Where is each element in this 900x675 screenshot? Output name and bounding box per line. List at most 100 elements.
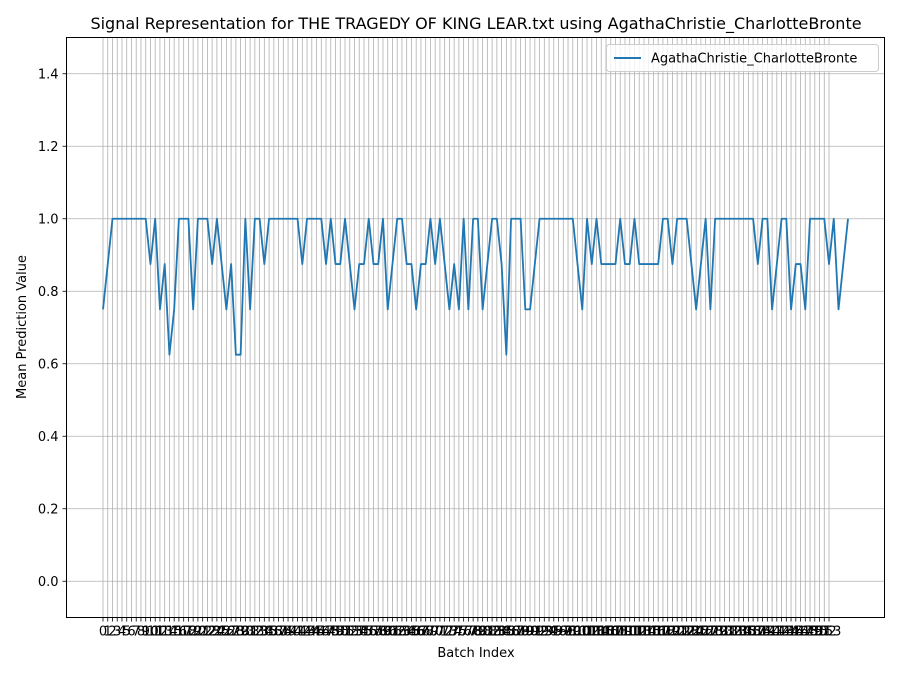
x-tick-label: 113 (627, 625, 652, 640)
x-tick-label: 32 (247, 625, 264, 640)
x-tick-label: 104 (584, 625, 609, 640)
x-tick-label: 17 (175, 625, 192, 640)
x-tick-label: 70 (427, 625, 444, 640)
y-tick-label: 0.2 (38, 502, 59, 517)
x-tick-label: 57 (365, 625, 382, 640)
x-tick-label: 52 (341, 625, 358, 640)
x-tick-label: 36 (266, 625, 283, 640)
x-tick-label: 124 (679, 625, 704, 640)
x-tick-label: 114 (632, 625, 657, 640)
x-tick-label: 147 (788, 625, 813, 640)
x-tick-label: 16 (171, 625, 188, 640)
x-tick-label: 111 (617, 625, 642, 640)
plot-frame (66, 37, 885, 618)
x-tick-label: 140 (755, 625, 780, 640)
x-tick-label: 44 (304, 625, 321, 640)
x-tick-label: 90 (522, 625, 539, 640)
x-tick-label: 135 (731, 625, 756, 640)
y-tick-label: 0.4 (38, 430, 59, 445)
x-tick-label: 78 (465, 625, 482, 640)
x-tick-label: 42 (294, 625, 311, 640)
x-tick-label: 38 (275, 625, 292, 640)
x-tick-label: 53 (346, 625, 363, 640)
x-tick-label: 35 (261, 625, 278, 640)
x-tick-label: 74 (446, 625, 463, 640)
x-tick-label: 143 (769, 625, 794, 640)
x-tick-label: 116 (641, 625, 666, 640)
y-axis-ticks: 0.0 0.2 0.4 0.6 0.8 1.0 1.2 1.4 (38, 67, 67, 590)
x-tick-label: 20 (190, 625, 207, 640)
legend: AgathaChristie_CharlotteBronte (606, 44, 879, 72)
x-tick-label: 11 (147, 625, 164, 640)
x-tick-label: 61 (384, 625, 401, 640)
x-tick-label: 50 (332, 625, 349, 640)
x-tick-label: 23 (204, 625, 221, 640)
x-tick-label: 89 (517, 625, 534, 640)
x-tick-label: 98 (560, 625, 577, 640)
x-tick-label: 67 (413, 625, 430, 640)
x-gridlines (102, 37, 830, 618)
x-tick-label: 63 (394, 625, 411, 640)
series-line-agathachristie-charlottebronte (102, 217, 849, 356)
x-tick-label: 134 (726, 625, 751, 640)
x-tick-label: 105 (589, 625, 614, 640)
y-axis-label: Mean Prediction Value (15, 255, 30, 399)
y-tick-label: 0.6 (38, 357, 59, 372)
x-tick-label: 120 (660, 625, 685, 640)
x-tick-label: 92 (531, 625, 548, 640)
x-tick-label: 24 (209, 625, 226, 640)
x-tick-label: 71 (432, 625, 449, 640)
x-tick-label: 77 (460, 625, 477, 640)
x-tick-label: 96 (550, 625, 567, 640)
x-tick-label: 9 (142, 625, 150, 640)
chart-title: Signal Representation for THE TRAGEDY OF… (90, 14, 861, 34)
x-tick-label: 46 (313, 625, 330, 640)
x-tick-label: 22 (199, 625, 216, 640)
x-tick-label: 127 (693, 625, 718, 640)
x-tick-label: 29 (232, 625, 249, 640)
x-tick-label: 142 (764, 625, 789, 640)
x-tick-label: 138 (745, 625, 770, 640)
x-tick-label: 117 (646, 625, 671, 640)
x-tick-label: 109 (608, 625, 633, 640)
y-tick-label: 1.2 (38, 140, 59, 155)
x-tick-label: 128 (698, 625, 723, 640)
x-tick-label: 125 (684, 625, 709, 640)
x-tick-label: 101 (570, 625, 595, 640)
x-tick-label: 126 (688, 625, 713, 640)
x-tick-label: 87 (508, 625, 525, 640)
x-tick-label: 40 (285, 625, 302, 640)
x-tick-label: 99 (565, 625, 582, 640)
x-tick-label: 3 (113, 625, 121, 640)
y-tick-label: 1.4 (38, 67, 59, 82)
x-tick-label: 27 (223, 625, 240, 640)
x-axis-label: Batch Index (437, 646, 515, 661)
x-tick-label: 93 (536, 625, 553, 640)
x-tick-label: 49 (327, 625, 344, 640)
x-tick-label: 48 (322, 625, 339, 640)
x-tick-label: 31 (242, 625, 259, 640)
x-tick-label: 51 (337, 625, 354, 640)
x-tick-label: 100 (565, 625, 590, 640)
x-tick-label: 55 (356, 625, 373, 640)
x-tick-label: 73 (441, 625, 458, 640)
y-tick-label: 0.8 (38, 285, 59, 300)
x-tick-label: 25 (213, 625, 230, 640)
x-tick-label: 54 (351, 625, 368, 640)
x-tick-label: 64 (398, 625, 415, 640)
x-tick-label: 108 (603, 625, 628, 640)
x-tick-label: 153 (817, 625, 842, 640)
x-tick-label: 19 (185, 625, 202, 640)
x-tick-label: 123 (674, 625, 699, 640)
x-tick-label: 8 (137, 625, 145, 640)
x-tick-label: 152 (812, 625, 837, 640)
x-tick-label: 65 (403, 625, 420, 640)
x-tick-label: 18 (180, 625, 197, 640)
x-tick-label: 34 (256, 625, 273, 640)
x-tick-label: 95 (546, 625, 563, 640)
x-tick-label: 1 (104, 625, 112, 640)
x-tick-label: 59 (375, 625, 392, 640)
x-tick-label: 43 (299, 625, 316, 640)
y-gridlines (66, 73, 885, 582)
legend-box (606, 44, 879, 72)
